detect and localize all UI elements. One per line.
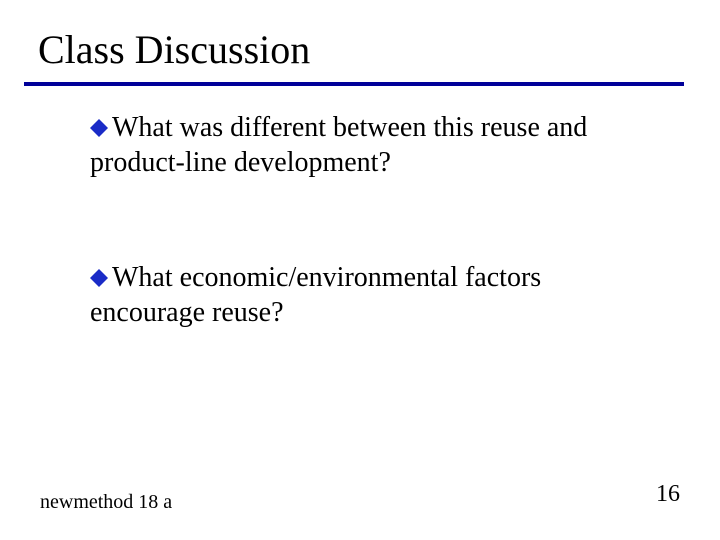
bullet-text-cont: product-line development? xyxy=(90,145,660,180)
slide-title: Class Discussion xyxy=(38,26,310,73)
bullet-text: What economic/environmental factors xyxy=(112,262,541,293)
bullet-text: What was different between this reuse an… xyxy=(112,112,587,143)
bullet-text-cont: encourage reuse? xyxy=(90,295,660,330)
bullet-item: What economic/environmental factors enco… xyxy=(90,260,660,330)
bullet-item: What was different between this reuse an… xyxy=(90,110,660,180)
slide: Class Discussion What was different betw… xyxy=(0,0,720,540)
title-underline xyxy=(24,82,684,86)
diamond-bullet-icon xyxy=(90,119,108,137)
slide-number: 16 xyxy=(656,481,680,508)
content-area: What was different between this reuse an… xyxy=(90,110,660,410)
diamond-bullet-icon xyxy=(90,269,108,287)
footer-left: newmethod 18 a xyxy=(40,491,172,514)
